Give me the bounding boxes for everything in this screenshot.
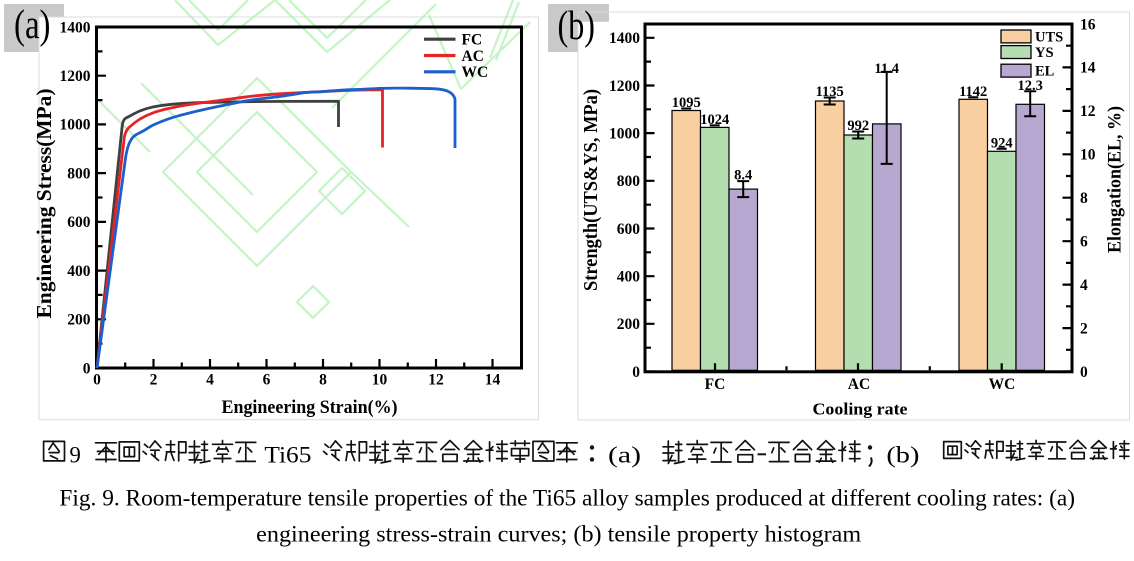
- svg-text:Cooling rate: Cooling rate: [813, 400, 908, 419]
- svg-text:4: 4: [206, 372, 214, 389]
- svg-text:Elongation(EL, %): Elongation(EL, %): [1105, 106, 1126, 253]
- svg-text:EL: EL: [1035, 64, 1055, 80]
- svg-text:12: 12: [428, 372, 444, 389]
- svg-text:YS: YS: [1035, 45, 1054, 61]
- svg-text:9: 9: [69, 443, 81, 468]
- svg-text:0: 0: [632, 364, 640, 381]
- svg-text:0: 0: [1080, 364, 1088, 381]
- svg-text:AC: AC: [462, 48, 484, 65]
- svg-text:400: 400: [67, 263, 91, 280]
- svg-text:1095: 1095: [672, 95, 701, 111]
- svg-text:Strength(UTS&YS, MPa): Strength(UTS&YS, MPa): [580, 89, 602, 291]
- svg-text:11.4: 11.4: [874, 61, 899, 77]
- svg-text:8: 8: [1080, 190, 1088, 207]
- svg-text:600: 600: [67, 214, 91, 231]
- svg-text:(a): (a): [14, 1, 51, 47]
- svg-text:800: 800: [617, 173, 641, 190]
- svg-text:1400: 1400: [60, 19, 91, 36]
- svg-text:4: 4: [1080, 277, 1088, 294]
- svg-text:200: 200: [67, 312, 91, 329]
- svg-text:0: 0: [93, 372, 101, 389]
- svg-text:1000: 1000: [60, 117, 91, 134]
- svg-text:1200: 1200: [609, 78, 640, 95]
- svg-text:14: 14: [485, 372, 501, 389]
- svg-text:FC: FC: [462, 32, 483, 49]
- svg-text:WC: WC: [462, 64, 489, 81]
- svg-text:1200: 1200: [60, 68, 91, 85]
- svg-text:UTS: UTS: [1035, 30, 1063, 46]
- svg-text:Engineering Strain(%): Engineering Strain(%): [222, 398, 398, 418]
- svg-text:Ti65: Ti65: [264, 443, 311, 468]
- svg-text:10: 10: [372, 372, 388, 389]
- svg-text:800: 800: [67, 165, 91, 182]
- svg-text:6: 6: [1080, 234, 1088, 251]
- svg-text:1135: 1135: [816, 84, 844, 100]
- svg-text:WC: WC: [989, 376, 1016, 393]
- svg-text:400: 400: [617, 269, 641, 286]
- svg-text:2: 2: [1080, 320, 1088, 337]
- svg-text:14: 14: [1080, 60, 1096, 77]
- svg-text:992: 992: [847, 118, 869, 134]
- svg-text:(a): (a): [608, 443, 641, 468]
- svg-text:FC: FC: [705, 376, 726, 393]
- svg-text:12: 12: [1080, 103, 1096, 120]
- svg-text:(b): (b): [886, 443, 919, 468]
- svg-text:600: 600: [617, 221, 641, 238]
- svg-text:0: 0: [83, 360, 91, 377]
- svg-text:1400: 1400: [609, 30, 640, 47]
- svg-text:engineering stress-strain curv: engineering stress-strain curves; (b) te…: [256, 522, 861, 547]
- svg-text:1024: 1024: [700, 112, 729, 128]
- svg-text:Engineering Stress(MPa): Engineering Stress(MPa): [32, 89, 56, 319]
- svg-text:8.4: 8.4: [734, 168, 752, 184]
- svg-text:6: 6: [263, 372, 271, 389]
- svg-text:AC: AC: [848, 376, 870, 393]
- svg-text:200: 200: [617, 316, 641, 333]
- svg-text:12.3: 12.3: [1018, 78, 1043, 94]
- svg-text:8: 8: [319, 372, 327, 389]
- svg-text:Fig. 9. Room-temperature tensi: Fig. 9. Room-temperature tensile propert…: [59, 486, 1075, 511]
- svg-text:1000: 1000: [609, 125, 640, 142]
- svg-text:924: 924: [991, 135, 1013, 151]
- svg-text:10: 10: [1080, 147, 1096, 164]
- svg-text:(b): (b): [558, 2, 596, 48]
- svg-text:16: 16: [1080, 16, 1096, 33]
- svg-text:2: 2: [150, 372, 158, 389]
- svg-text:1142: 1142: [959, 84, 987, 100]
